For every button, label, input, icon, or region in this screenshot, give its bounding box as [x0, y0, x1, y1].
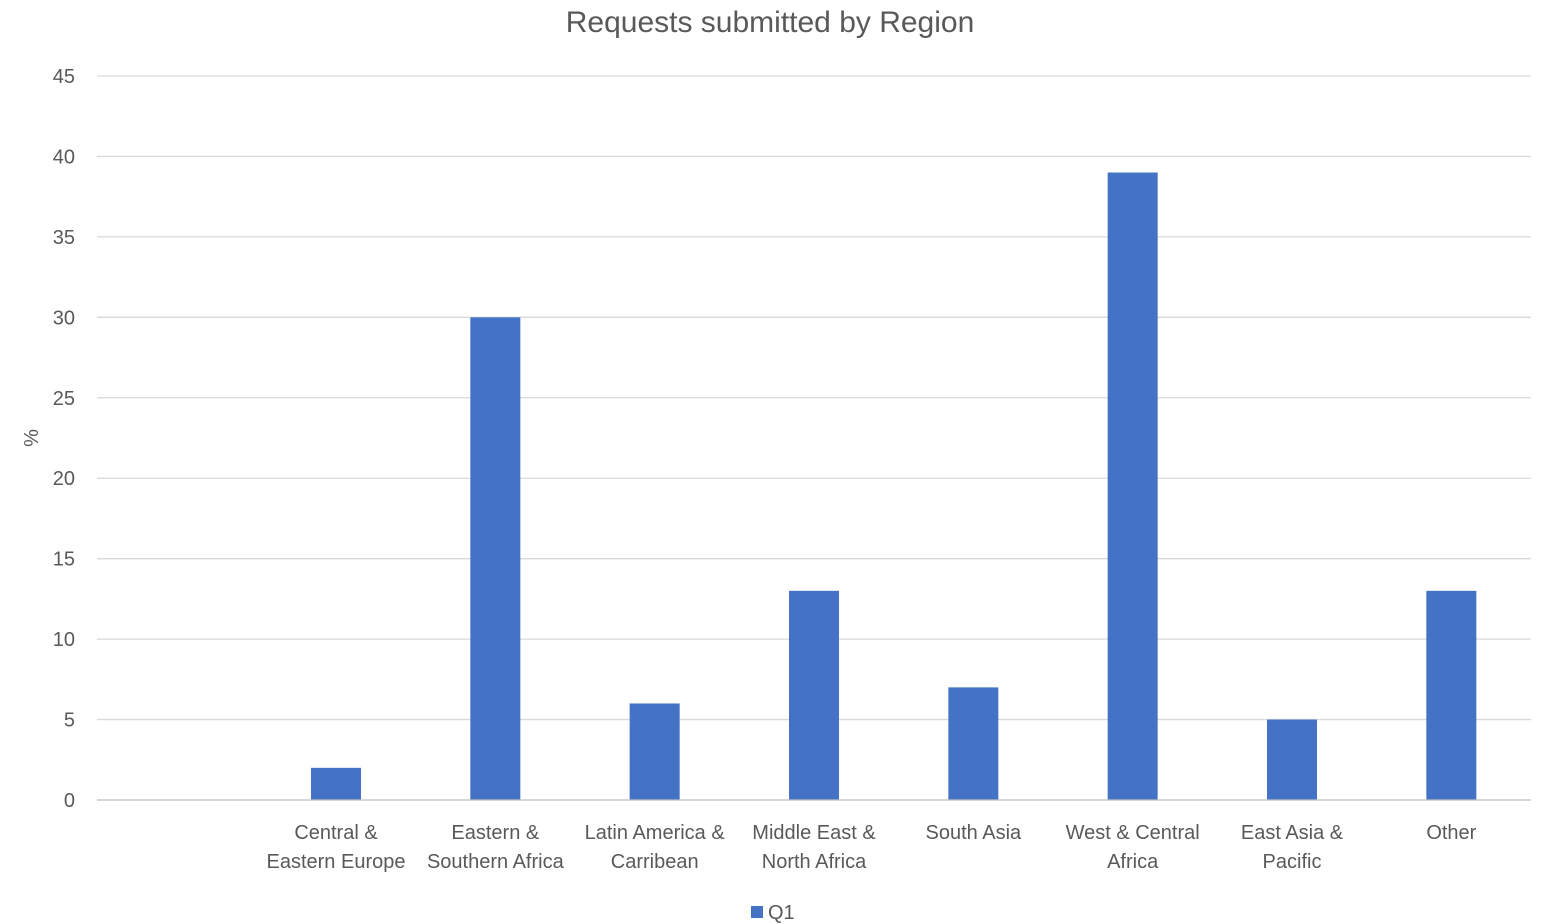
y-tick-label: 10: [53, 629, 75, 651]
x-axis-ticks: Central & Eastern Europe Eastern & Southern…: [267, 822, 1477, 873]
y-axis-ticks: 0 5 10 15 20 25 30 35 40 45: [53, 66, 75, 812]
gridlines: [97, 75, 1531, 721]
y-tick-label: 30: [53, 307, 75, 329]
x-tick-label: South Asia: [926, 822, 1023, 844]
y-tick-label: 45: [53, 66, 75, 88]
bar: [1267, 719, 1317, 800]
y-tick-label: 5: [64, 710, 75, 732]
bars: [311, 172, 1477, 801]
y-tick-label: 35: [53, 227, 75, 249]
y-axis-label: %: [21, 429, 43, 447]
y-tick-label: 40: [53, 146, 75, 168]
x-tick-label: Latin America & Carribean: [585, 822, 726, 873]
y-tick-label: 0: [64, 790, 75, 812]
bar: [629, 703, 680, 800]
y-tick-label: 15: [53, 549, 75, 571]
legend-swatch: [751, 906, 763, 918]
bar: [1107, 172, 1158, 801]
x-tick-label: West & Central Africa: [1066, 822, 1200, 873]
bar: [1426, 590, 1477, 800]
x-tick-label: Central & Eastern Europe: [267, 822, 406, 873]
y-tick-label: 20: [53, 468, 75, 490]
bar: [470, 317, 521, 800]
x-tick-label: Middle East & North Africa: [752, 822, 876, 873]
bar: [789, 590, 839, 800]
y-tick-label: 25: [53, 388, 75, 410]
x-tick-label: Other: [1426, 822, 1476, 844]
x-tick-label: East Asia & Pacific: [1241, 822, 1344, 873]
x-tick-label: Eastern & Southern Africa: [427, 822, 565, 873]
legend-label: Q1: [768, 902, 795, 924]
bar: [948, 687, 999, 800]
bar: [311, 767, 361, 800]
legend: Q1: [751, 902, 795, 924]
chart-title: Requests submitted by Region: [566, 6, 975, 39]
